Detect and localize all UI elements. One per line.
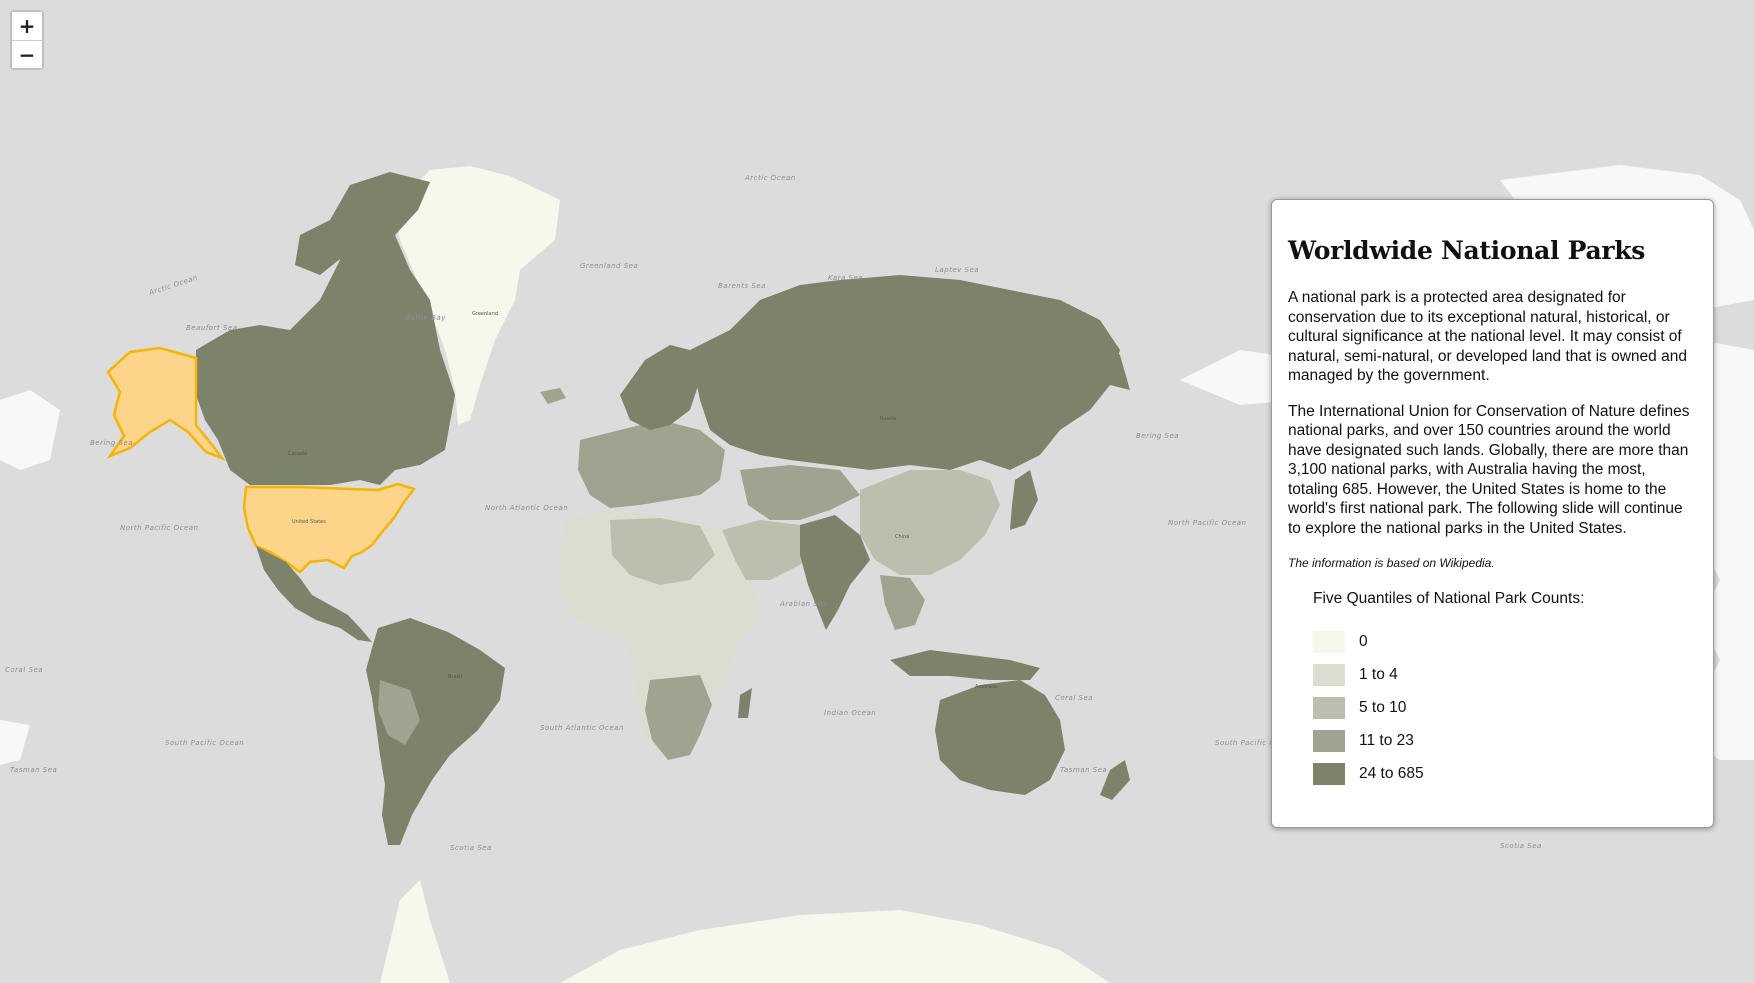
- africa-north-shape[interactable]: [610, 518, 715, 585]
- australia-shape[interactable]: [935, 680, 1065, 795]
- usa-shape[interactable]: [242, 482, 417, 574]
- arabian-sea-label: Arabian Sea: [779, 600, 828, 608]
- canada-label: Canada: [288, 451, 307, 457]
- middle-east-shape[interactable]: [722, 520, 820, 580]
- legend-item: 24 to 685: [1313, 758, 1693, 791]
- canada-shape[interactable]: [196, 172, 455, 485]
- legend-item: 1 to 4: [1313, 659, 1693, 692]
- arctic-islands-shape[interactable]: [295, 220, 392, 315]
- brazil-label: Brazil: [448, 674, 462, 680]
- iceland-shape[interactable]: [540, 388, 566, 404]
- tasman-sea-right-label: Tasman Sea: [1060, 766, 1107, 774]
- legend-swatch: [1313, 664, 1345, 686]
- antarctica-shape[interactable]: [380, 880, 1110, 983]
- panel-paragraph-2: The International Union for Conservation…: [1288, 402, 1690, 537]
- tasman-sea-label: Tasman Sea: [10, 766, 57, 774]
- south-america-shape[interactable]: [366, 618, 505, 845]
- info-panel: Worldwide National Parks A national park…: [1271, 199, 1714, 828]
- chukotka-shape[interactable]: [1060, 300, 1130, 390]
- legend-label: 1 to 4: [1359, 666, 1398, 683]
- north-pacific-ocean-label: North Pacific Ocean: [120, 524, 198, 532]
- south-america-mid-shape[interactable]: [378, 680, 420, 745]
- zoom-in-button[interactable]: +: [12, 12, 42, 40]
- scandinavia-shape[interactable]: [620, 345, 700, 430]
- india-shape[interactable]: [800, 515, 870, 630]
- indian-ocean-label: Indian Ocean: [824, 709, 876, 717]
- legend-swatch: [1313, 763, 1345, 785]
- legend-item: 11 to 23: [1313, 725, 1693, 758]
- africa-shape[interactable]: [558, 508, 760, 760]
- panel-title: Worldwide National Parks: [1288, 236, 1646, 265]
- greenland-shape[interactable]: [395, 166, 560, 425]
- madagascar-shape[interactable]: [738, 688, 752, 718]
- bering-sea-right-label: Bering Sea: [1136, 432, 1179, 440]
- barents-sea-label: Barents Sea: [718, 282, 766, 290]
- beaufort-sea-label: Beaufort Sea: [186, 324, 237, 332]
- legend-swatch: [1313, 631, 1345, 653]
- zoom-control: + −: [10, 10, 44, 70]
- scotia-sea-label: Scotia Sea: [450, 844, 492, 852]
- legend-item: 0: [1313, 626, 1693, 659]
- scotia-sea-right-label: Scotia Sea: [1500, 842, 1542, 850]
- greenland-label: Greenland: [472, 311, 498, 317]
- alaska-shape[interactable]: [106, 346, 226, 461]
- russia-label: Russia: [880, 416, 896, 422]
- baffin-bay-label: Baffin Bay: [405, 314, 446, 322]
- central-asia-shape[interactable]: [740, 465, 860, 520]
- china-label: China: [895, 534, 909, 540]
- mexico-shape[interactable]: [256, 546, 372, 642]
- arctic-ocean-top-label: Arctic Ocean: [744, 174, 796, 182]
- south-pacific-ocean-right-label: South Pacific Ocean: [1215, 739, 1294, 747]
- panel-paragraph-1: A national park is a protected area desi…: [1288, 289, 1687, 384]
- legend-item: 5 to 10: [1313, 692, 1693, 725]
- zoom-out-button[interactable]: −: [12, 40, 42, 68]
- south-atlantic-ocean-label: South Atlantic Ocean: [540, 724, 624, 732]
- north-atlantic-ocean-label: North Atlantic Ocean: [485, 504, 568, 512]
- coral-sea-label: Coral Sea: [5, 666, 43, 674]
- north-pacific-ocean-right-label: North Pacific Ocean: [1168, 519, 1246, 527]
- europe-shape[interactable]: [578, 420, 725, 508]
- united-states-label: United States: [292, 519, 326, 525]
- southeast-asia-shape[interactable]: [880, 575, 925, 630]
- legend-swatch: [1313, 697, 1345, 719]
- africa-south-shape[interactable]: [645, 675, 712, 760]
- new-zealand-shape[interactable]: [1100, 760, 1130, 800]
- legend-label: 5 to 10: [1359, 699, 1407, 716]
- legend-label: 0: [1359, 633, 1368, 650]
- greenland-sea-label: Greenland Sea: [580, 262, 638, 270]
- japan-shape[interactable]: [1010, 470, 1038, 530]
- legend-title: Five Quantiles of National Park Counts:: [1313, 589, 1585, 607]
- legend-label: 24 to 685: [1359, 765, 1424, 782]
- indonesia-shape[interactable]: [890, 650, 1040, 680]
- laptev-sea-label: Laptev Sea: [935, 266, 979, 274]
- australia-label: Australia: [975, 684, 997, 690]
- bering-sea-label: Bering Sea: [90, 439, 133, 447]
- russia-shape[interactable]: [690, 275, 1120, 470]
- kara-sea-label: Kara Sea: [828, 274, 863, 282]
- south-pacific-ocean-label: South Pacific Ocean: [165, 739, 244, 747]
- china-shape[interactable]: [860, 470, 1000, 575]
- panel-source-note: The information is based on Wikipedia.: [1288, 556, 1495, 570]
- legend-swatch: [1313, 730, 1345, 752]
- coral-sea-right-label: Coral Sea: [1055, 694, 1093, 702]
- legend-label: 11 to 23: [1359, 732, 1414, 749]
